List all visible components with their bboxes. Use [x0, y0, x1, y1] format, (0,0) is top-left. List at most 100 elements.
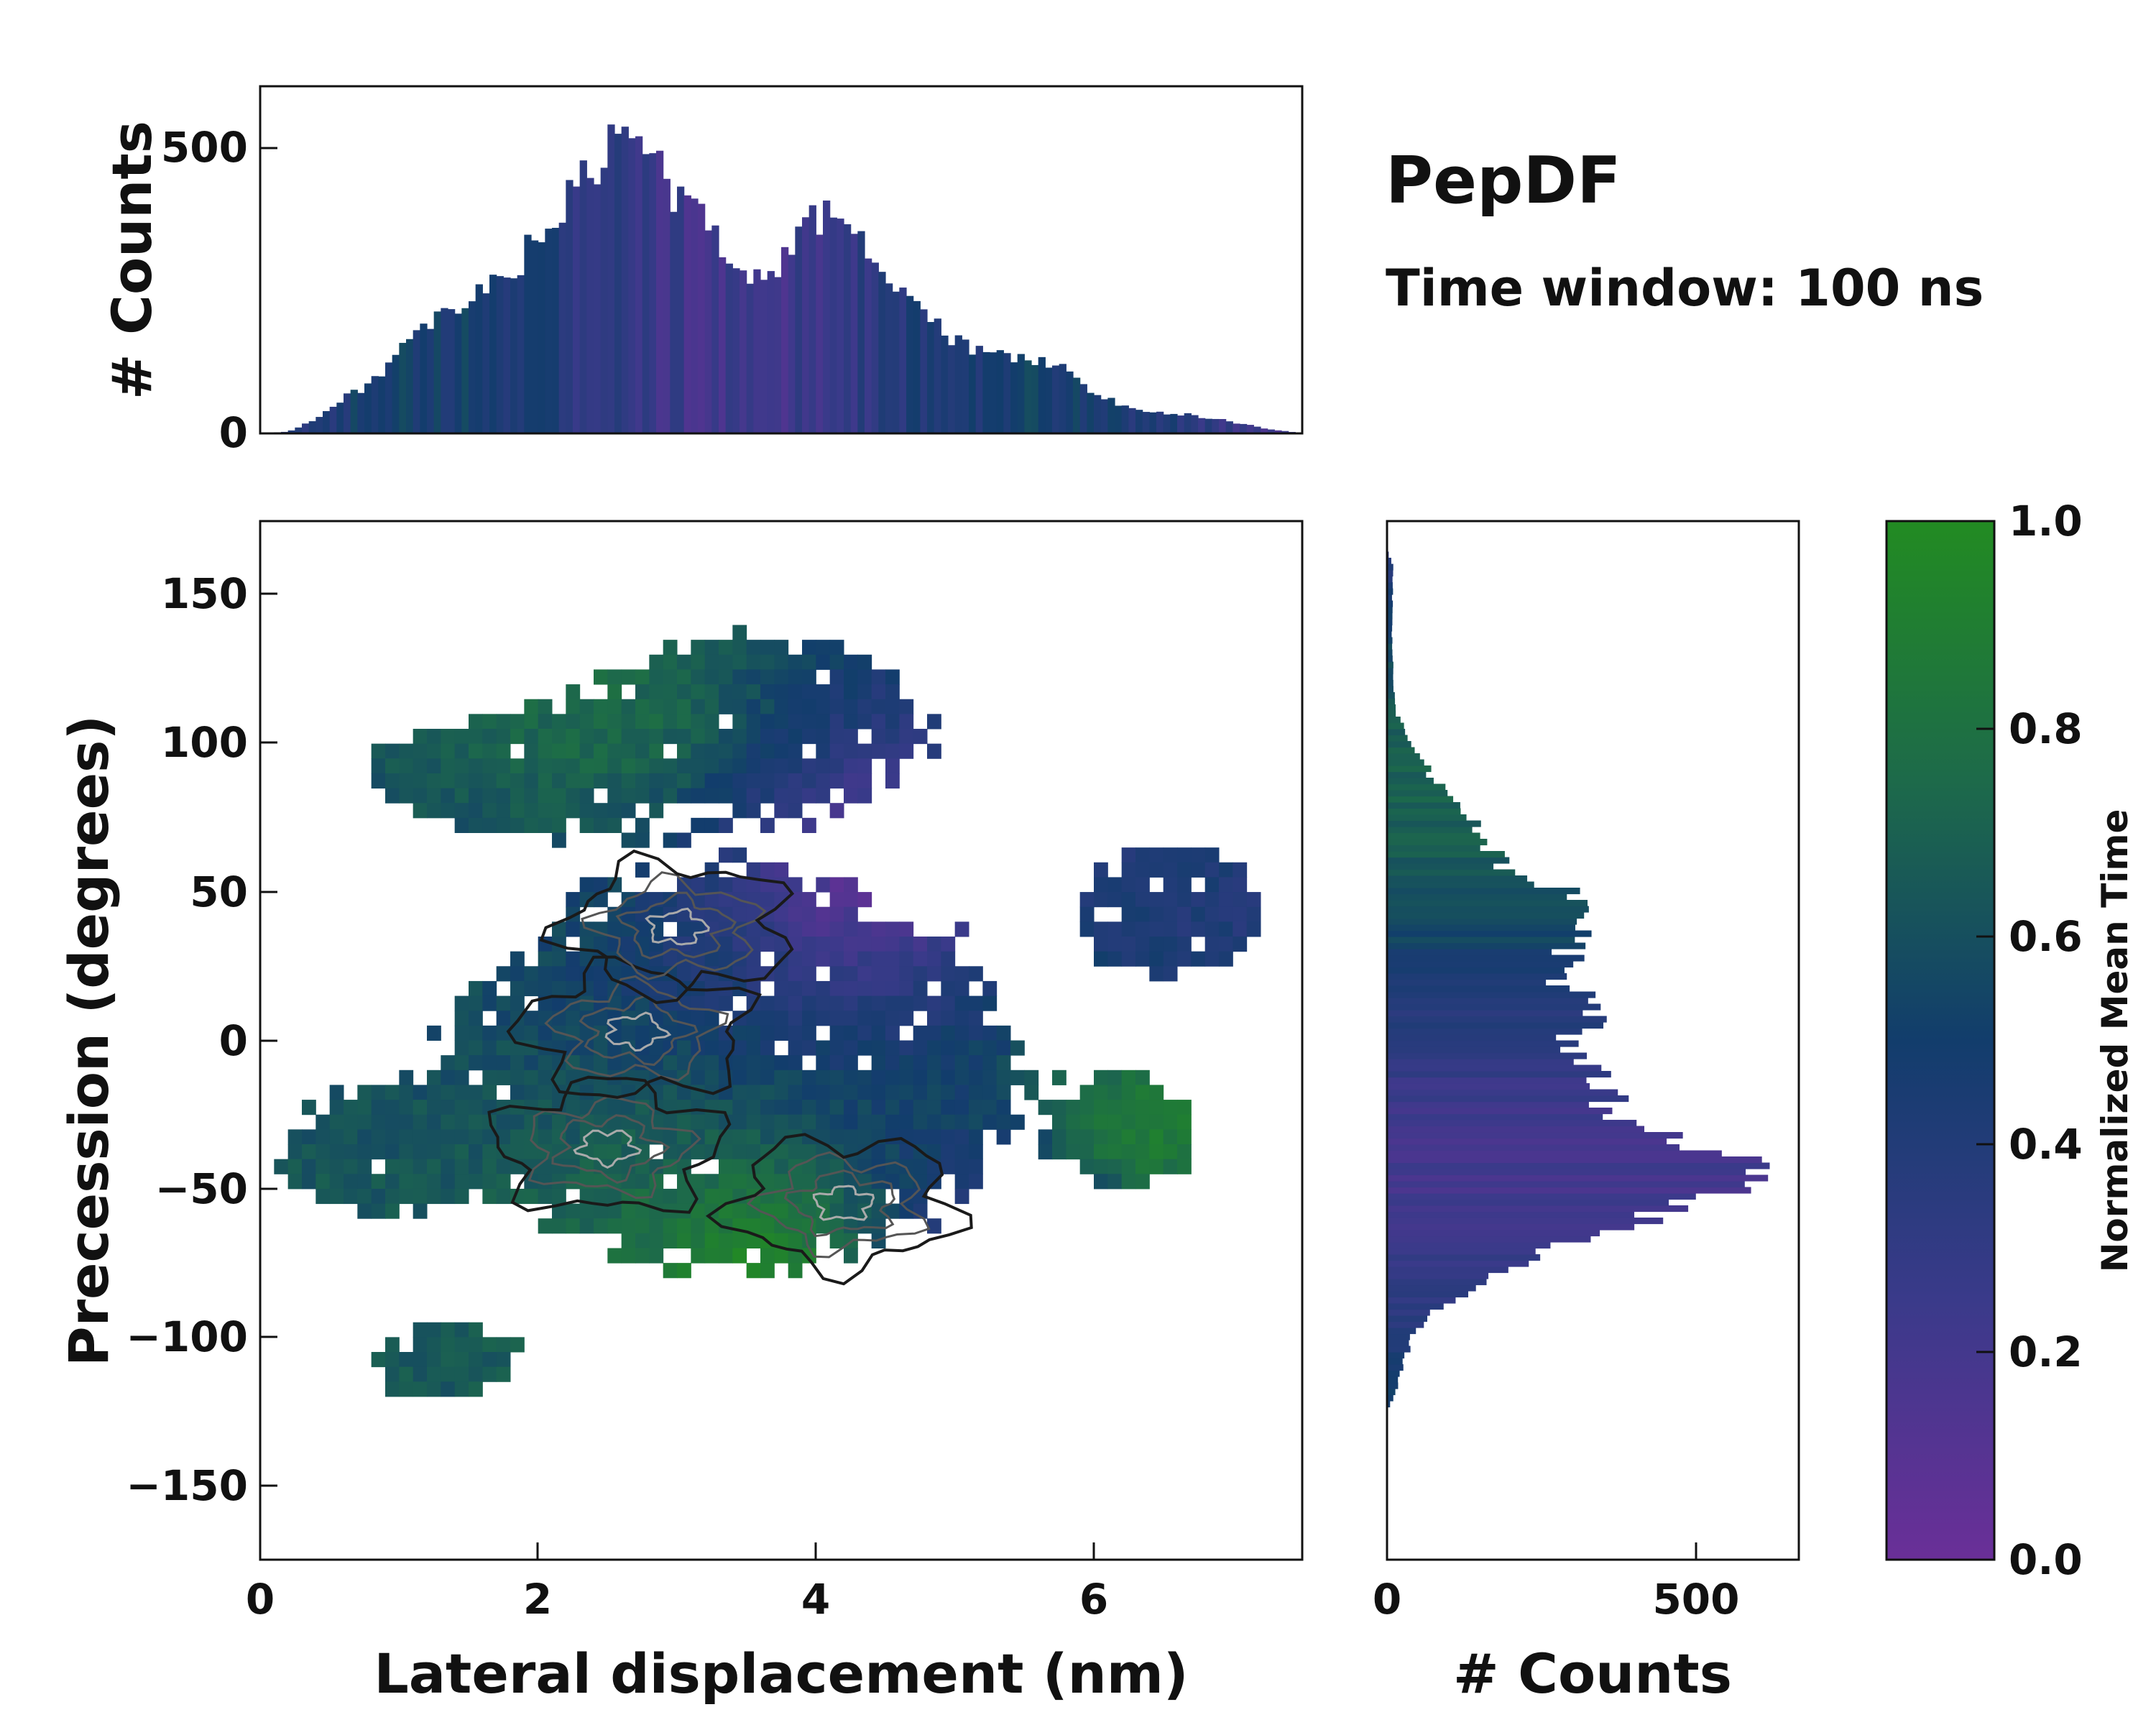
top-hist-bar: [538, 242, 545, 433]
top-hist-bar: [962, 339, 969, 433]
heatmap-cell: [469, 1100, 483, 1116]
right-hist-bar: [1387, 832, 1480, 840]
heatmap-cell: [844, 699, 858, 714]
heatmap-cell: [844, 1070, 858, 1085]
heatmap-cell: [677, 966, 691, 982]
top-hist-bar: [920, 309, 928, 433]
heatmap-cell: [844, 758, 858, 774]
heatmap-cell: [635, 1233, 650, 1248]
heatmap-cell: [885, 773, 900, 789]
heatmap-cell: [746, 1100, 761, 1116]
heatmap-cell: [899, 921, 914, 937]
heatmap-cell: [621, 937, 636, 952]
heatmap-cell: [760, 788, 775, 804]
heatmap-cell: [635, 951, 650, 967]
heatmap-cell: [482, 1188, 497, 1205]
right-hist-bar: [1387, 637, 1393, 644]
heatmap-cell: [913, 951, 928, 967]
heatmap-cell: [802, 773, 816, 789]
heatmap-cell: [760, 937, 775, 952]
heatmap-cell: [857, 995, 872, 1011]
heatmap-cell: [274, 1159, 289, 1174]
heatmap-cell: [566, 1055, 581, 1071]
heatmap-cell: [538, 1129, 553, 1145]
heatmap-cell: [788, 1085, 803, 1100]
heatmap-cell: [954, 1070, 969, 1085]
heatmap-cell: [732, 758, 747, 774]
heatmap-cell: [691, 773, 706, 789]
heatmap-cell: [399, 1070, 414, 1085]
heatmap-cell: [774, 669, 789, 685]
heatmap-cell: [427, 1085, 441, 1100]
heatmap-cell: [399, 788, 414, 804]
heatmap-cell: [371, 743, 386, 759]
heatmap-cell: [524, 773, 539, 789]
heatmap-cell: [607, 758, 622, 774]
colorbar-ticks: 0.0 0.2 0.4 0.6 0.8 1.0: [1976, 497, 2083, 1584]
right-hist-bar: [1387, 1297, 1456, 1304]
heatmap-cell: [732, 654, 747, 670]
heatmap-cell: [954, 966, 969, 982]
heatmap-cell: [594, 877, 608, 893]
contour-line: [539, 849, 795, 1005]
heatmap-cell: [482, 1174, 497, 1190]
heatmap-cell: [538, 1085, 553, 1100]
heatmap-cell: [510, 1129, 525, 1145]
right-hist-bar: [1387, 668, 1393, 675]
heatmap-cell: [594, 1025, 608, 1041]
contour-line: [705, 1133, 973, 1286]
heatmap-cell: [1163, 921, 1178, 937]
heatmap-cell: [566, 773, 581, 789]
heatmap-cell: [816, 1188, 831, 1205]
heatmap-cell: [427, 1188, 441, 1205]
heatmap-cell: [913, 1114, 928, 1130]
heatmap-cell: [996, 1100, 1011, 1116]
right-hist-bar: [1387, 771, 1427, 778]
top-hist-bar: [1017, 354, 1025, 433]
heatmap-cell: [954, 1129, 969, 1145]
top-hist-bar: [892, 291, 900, 433]
heatmap-cell: [927, 1055, 941, 1071]
cbar-tick-label-0: 0.0: [2009, 1535, 2083, 1584]
top-hist-bar: [496, 276, 504, 433]
heatmap-cell: [913, 1085, 928, 1100]
heatmap-cell: [774, 1085, 789, 1100]
heatmap-cell: [927, 743, 941, 759]
heatmap-cell: [704, 817, 719, 833]
heatmap-cell: [885, 1159, 900, 1174]
heatmap-cell: [621, 803, 636, 819]
heatmap-cell: [454, 1129, 469, 1145]
heatmap-cell: [1177, 892, 1192, 908]
heatmap-cell: [844, 966, 858, 982]
heatmap-cell: [538, 788, 553, 804]
top-hist-bar: [1170, 413, 1178, 433]
heatmap-cell: [732, 877, 747, 893]
heatmap-cell: [607, 1100, 622, 1116]
heatmap-cell: [816, 1114, 831, 1130]
heatmap-cell: [635, 1011, 650, 1026]
density-contours: [487, 849, 973, 1286]
heatmap-cell: [538, 1174, 553, 1190]
heatmap-cell: [496, 1070, 511, 1085]
right-hist-bar: [1387, 600, 1393, 607]
heatmap-cell: [774, 788, 789, 804]
heatmap-cell: [774, 1114, 789, 1130]
heatmap-cell: [816, 743, 831, 759]
right-hist-bar: [1387, 1187, 1751, 1194]
heatmap-cell: [510, 714, 525, 730]
heatmap-cell: [538, 817, 553, 833]
heatmap-cell: [566, 892, 581, 908]
heatmap-cell: [454, 803, 469, 819]
top-hist-bar: [1184, 413, 1192, 433]
top-hist-bar: [1219, 419, 1227, 433]
right-hist-bar: [1387, 1162, 1770, 1169]
heatmap-cell: [552, 1203, 566, 1219]
heatmap-cell: [927, 1129, 941, 1145]
heatmap-cell: [579, 1218, 594, 1234]
top-hist-bar: [1107, 397, 1115, 433]
heatmap-cell: [371, 1352, 386, 1368]
heatmap-cell: [579, 1159, 594, 1174]
heatmap-cell: [1107, 1129, 1123, 1145]
heatmap-cell: [1191, 951, 1206, 967]
heatmap-cell: [746, 862, 761, 878]
